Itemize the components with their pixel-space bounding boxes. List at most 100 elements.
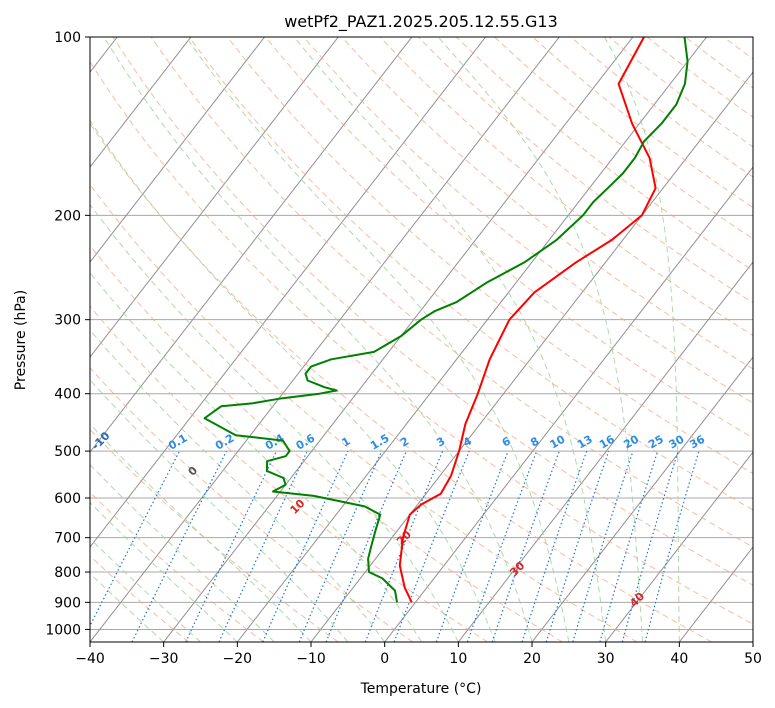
dry-adiabat-line xyxy=(90,555,190,642)
isotherm-line xyxy=(90,37,265,263)
moist-adiabat-line xyxy=(90,572,165,642)
dry-adiabat-line xyxy=(90,428,339,642)
y-tick-label: 500 xyxy=(54,444,81,460)
x-tick-label: 10 xyxy=(449,651,467,667)
x-tick-label: −10 xyxy=(296,651,326,667)
x-tick-label: −30 xyxy=(149,651,179,667)
mixing-ratio-line xyxy=(521,450,588,642)
mixing-ratio-label: 16 xyxy=(597,432,617,451)
dry-adiabat-line xyxy=(90,183,638,642)
mixing-ratio-line xyxy=(218,450,308,642)
isotherm-line xyxy=(384,166,753,642)
y-tick-label: 300 xyxy=(54,313,81,329)
dry-adiabat-line xyxy=(455,37,753,272)
mixing-ratio-line xyxy=(644,450,700,642)
line-labels: 0.10.20.40.611.52346810131620253036-100-… xyxy=(5,401,707,610)
moist-adiabat-line xyxy=(293,37,607,642)
isotherm-line xyxy=(90,37,560,642)
isotherm-line xyxy=(605,451,753,642)
dry-adiabat-line xyxy=(646,37,753,118)
isotherm-line xyxy=(90,37,486,548)
dry-adiabat-line xyxy=(90,122,712,642)
axes: −40 −30 −20 −10 0 10 20 30 40 5010020030040050060… xyxy=(45,30,762,667)
dry-adiabat-label: 10 xyxy=(288,497,308,517)
dry-adiabat-line xyxy=(762,37,775,642)
moist-adiabat-line xyxy=(90,379,349,642)
y-tick-label: 200 xyxy=(54,208,81,224)
moist-adiabat-line xyxy=(437,37,643,642)
moist-adiabat-line xyxy=(604,37,680,642)
isotherm-line xyxy=(90,37,339,358)
x-tick-label: −20 xyxy=(223,651,253,667)
mixing-ratio-label: 13 xyxy=(575,433,595,452)
mixing-ratio-line xyxy=(90,450,181,628)
moist-adiabat-line xyxy=(90,423,312,642)
y-axis-label: Pressure (hPa) xyxy=(13,290,29,390)
mixing-ratio-line xyxy=(621,450,679,642)
moist-adiabat-line xyxy=(90,537,201,642)
mixing-ratio-label: 20 xyxy=(621,432,641,451)
mixing-ratio-label: 6 xyxy=(500,434,513,449)
moist-adiabat-line xyxy=(90,119,496,642)
mixing-ratio-line xyxy=(131,450,227,642)
moist-adiabat-line xyxy=(90,329,386,642)
mixing-ratio-line xyxy=(393,450,470,642)
isotherm-line xyxy=(163,37,634,642)
dry-adiabat-line xyxy=(379,37,753,337)
mixing-ratio-line xyxy=(572,450,634,642)
mixing-ratio-label: 3 xyxy=(434,435,447,450)
temperature-profile-line xyxy=(398,37,657,603)
x-tick-label: 30 xyxy=(597,651,615,667)
mixing-ratio-line xyxy=(325,450,407,642)
x-tick-label: −40 xyxy=(75,651,105,667)
x-tick-label: 20 xyxy=(523,651,541,667)
dry-adiabat-line xyxy=(90,305,488,642)
isotherm-line xyxy=(90,37,192,168)
moist-adiabat-line xyxy=(90,203,459,642)
y-tick-label: 1000 xyxy=(45,622,81,638)
mixing-ratio-label: 2 xyxy=(398,435,411,450)
mixing-ratio-line xyxy=(435,450,509,642)
dry-adiabat-line xyxy=(570,37,753,178)
isotherm-line xyxy=(310,71,753,642)
moist-adiabat-line xyxy=(90,501,238,642)
isotherm-line xyxy=(752,641,753,642)
mixing-ratio-label: 25 xyxy=(646,433,666,452)
plot-frame xyxy=(89,36,754,643)
mixing-ratio-label: 36 xyxy=(687,432,707,451)
mixing-ratio-line xyxy=(466,450,538,642)
mixing-ratio-line xyxy=(599,450,659,642)
dry-adiabat-label: -20 xyxy=(5,401,28,424)
dry-adiabat-line xyxy=(112,37,753,586)
mixing-ratio-label: 0.6 xyxy=(294,431,318,452)
profiles xyxy=(203,37,689,603)
dry-adiabat-line xyxy=(227,37,753,475)
y-tick-label: 600 xyxy=(54,491,81,507)
dry-adiabat-line xyxy=(150,37,753,548)
x-tick-label: 0 xyxy=(380,651,389,667)
y-tick-label: 400 xyxy=(54,387,81,403)
y-tick-label: 800 xyxy=(54,565,81,581)
x-axis-label: Temperature (°C) xyxy=(360,681,482,697)
mixing-ratio-line xyxy=(262,450,349,642)
dry-adiabat-label: 30 xyxy=(507,559,527,579)
mixing-ratio-line xyxy=(545,450,610,642)
mixing-ratio-label: 30 xyxy=(667,432,687,451)
mixing-ratio-label: 1.5 xyxy=(368,432,391,453)
dry-adiabat-line xyxy=(90,244,563,642)
y-tick-label: 700 xyxy=(54,531,81,547)
moist-adiabat-line xyxy=(185,37,570,642)
mixing-ratio-line xyxy=(298,450,383,642)
dry-adiabat-line xyxy=(341,37,753,370)
moist-adiabat-line xyxy=(90,463,275,642)
dry-adiabat-line xyxy=(684,37,753,89)
background-lines xyxy=(90,37,775,642)
isotherm-line xyxy=(457,261,753,642)
dry-adiabat-line xyxy=(303,37,753,404)
dry-adiabat-line xyxy=(90,491,264,642)
dry-adiabat-line xyxy=(417,37,753,304)
dry-adiabat-line xyxy=(90,367,414,642)
mixing-ratio-label: 10 xyxy=(548,432,568,451)
